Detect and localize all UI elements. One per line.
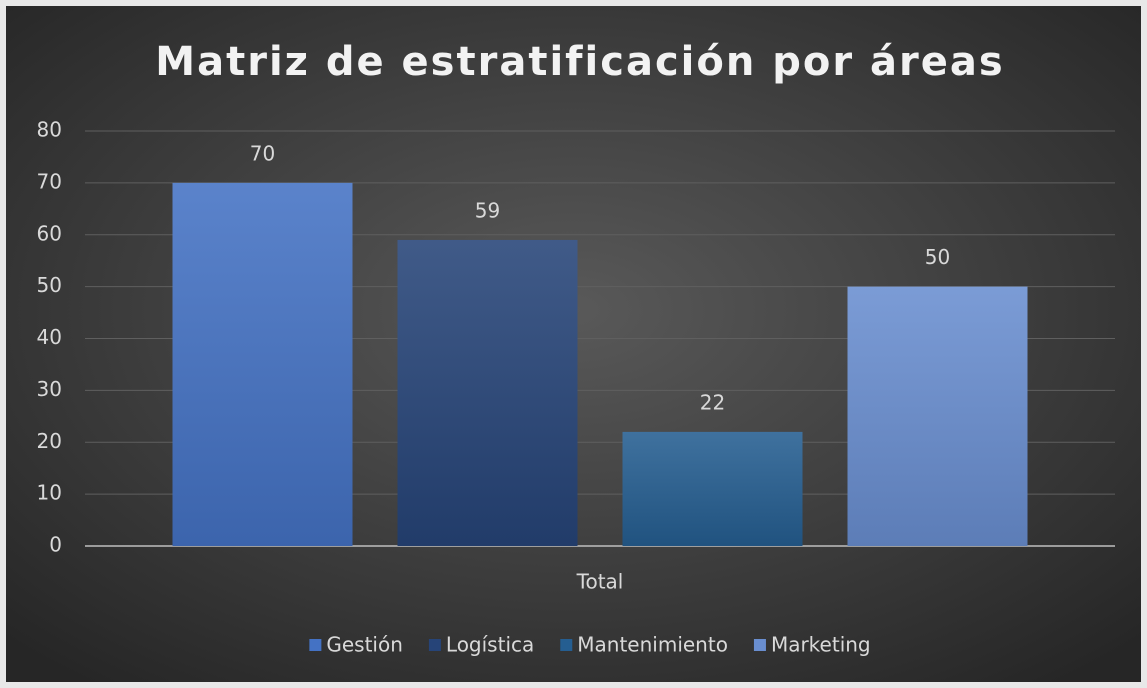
y-tick-label: 80 xyxy=(37,118,62,142)
y-tick-label: 40 xyxy=(37,325,62,349)
legend-label: Marketing xyxy=(771,633,871,657)
data-label: 22 xyxy=(700,390,725,414)
y-tick-label: 30 xyxy=(37,377,62,401)
data-label: 70 xyxy=(250,141,275,165)
legend-swatch xyxy=(428,639,441,651)
legend-label: Mantenimiento xyxy=(577,633,728,657)
y-tick-label: 20 xyxy=(37,429,62,453)
y-tick-label: 0 xyxy=(49,533,62,557)
legend-label: Logística xyxy=(446,633,534,657)
legend-label: Gestión xyxy=(326,633,403,657)
bar-shade xyxy=(622,431,803,546)
y-tick-label: 60 xyxy=(37,221,62,245)
legend-swatch xyxy=(753,639,766,651)
legend-swatch xyxy=(560,639,573,651)
bar-shade xyxy=(847,286,1028,546)
x-tick-label: Total xyxy=(576,570,624,594)
legend-swatch xyxy=(309,639,322,651)
bar-shade xyxy=(172,182,353,546)
chart-title: Matriz de estratificación por áreas xyxy=(155,39,1004,85)
y-tick-label: 10 xyxy=(37,481,62,505)
bar-shade xyxy=(397,239,578,546)
y-tick-label: 70 xyxy=(37,169,62,193)
y-tick-label: 50 xyxy=(37,273,62,297)
data-label: 59 xyxy=(475,198,500,222)
data-label: 50 xyxy=(925,245,950,269)
